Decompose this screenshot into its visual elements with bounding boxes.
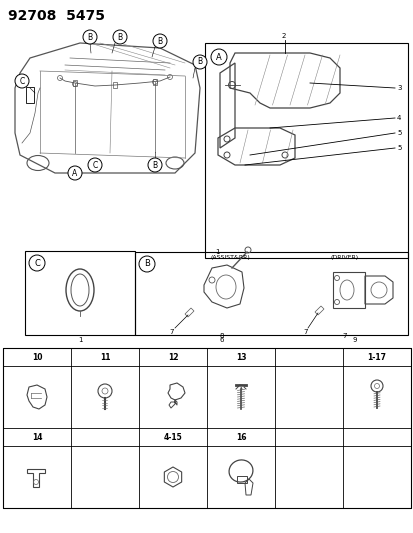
Bar <box>153 79 157 85</box>
Text: 7: 7 <box>303 329 308 335</box>
Text: 16: 16 <box>235 432 246 441</box>
Circle shape <box>83 30 97 44</box>
Bar <box>236 476 247 483</box>
Text: B: B <box>197 58 202 67</box>
Text: 1-17: 1-17 <box>367 352 386 361</box>
Text: (DRIVER): (DRIVER) <box>330 255 358 260</box>
Text: 5: 5 <box>396 130 401 136</box>
Text: 14: 14 <box>32 432 42 441</box>
Circle shape <box>68 166 82 180</box>
Bar <box>135 252 407 335</box>
Bar <box>113 82 117 88</box>
Circle shape <box>29 255 45 271</box>
Circle shape <box>192 55 206 69</box>
Text: 3: 3 <box>396 85 401 91</box>
Circle shape <box>15 74 29 88</box>
Text: B: B <box>144 260 150 269</box>
Text: B: B <box>117 33 122 42</box>
Circle shape <box>139 256 154 272</box>
Text: C: C <box>92 160 97 169</box>
Bar <box>73 80 77 86</box>
Text: B: B <box>87 33 93 42</box>
Circle shape <box>211 49 226 65</box>
Text: 10: 10 <box>32 352 42 361</box>
Text: 2: 2 <box>281 33 286 39</box>
Text: A: A <box>72 168 78 177</box>
Text: 5: 5 <box>396 145 401 151</box>
Text: 7: 7 <box>169 329 174 335</box>
Text: C: C <box>34 259 40 268</box>
Bar <box>25 251 135 335</box>
Circle shape <box>113 30 127 44</box>
Text: (ASSIST&RR): (ASSIST&RR) <box>210 255 249 260</box>
Text: 4-15: 4-15 <box>163 432 182 441</box>
Text: 12: 12 <box>167 352 178 361</box>
Text: 13: 13 <box>235 352 246 361</box>
Circle shape <box>153 34 166 48</box>
Text: 4: 4 <box>396 115 401 121</box>
Text: B: B <box>157 36 162 45</box>
Circle shape <box>88 158 102 172</box>
Bar <box>26 87 34 103</box>
Text: 1: 1 <box>214 249 219 255</box>
Text: B: B <box>152 160 157 169</box>
Text: 7: 7 <box>342 333 347 339</box>
Text: 9: 9 <box>352 337 356 343</box>
Text: 8: 8 <box>219 333 224 339</box>
Text: 1: 1 <box>78 337 82 343</box>
Bar <box>3 348 410 508</box>
Circle shape <box>147 158 161 172</box>
Text: 92708  5475: 92708 5475 <box>8 9 105 23</box>
Text: 6: 6 <box>219 337 224 343</box>
Text: C: C <box>19 77 24 85</box>
Bar <box>204 43 407 258</box>
Text: A: A <box>216 52 221 61</box>
Text: 11: 11 <box>100 352 110 361</box>
